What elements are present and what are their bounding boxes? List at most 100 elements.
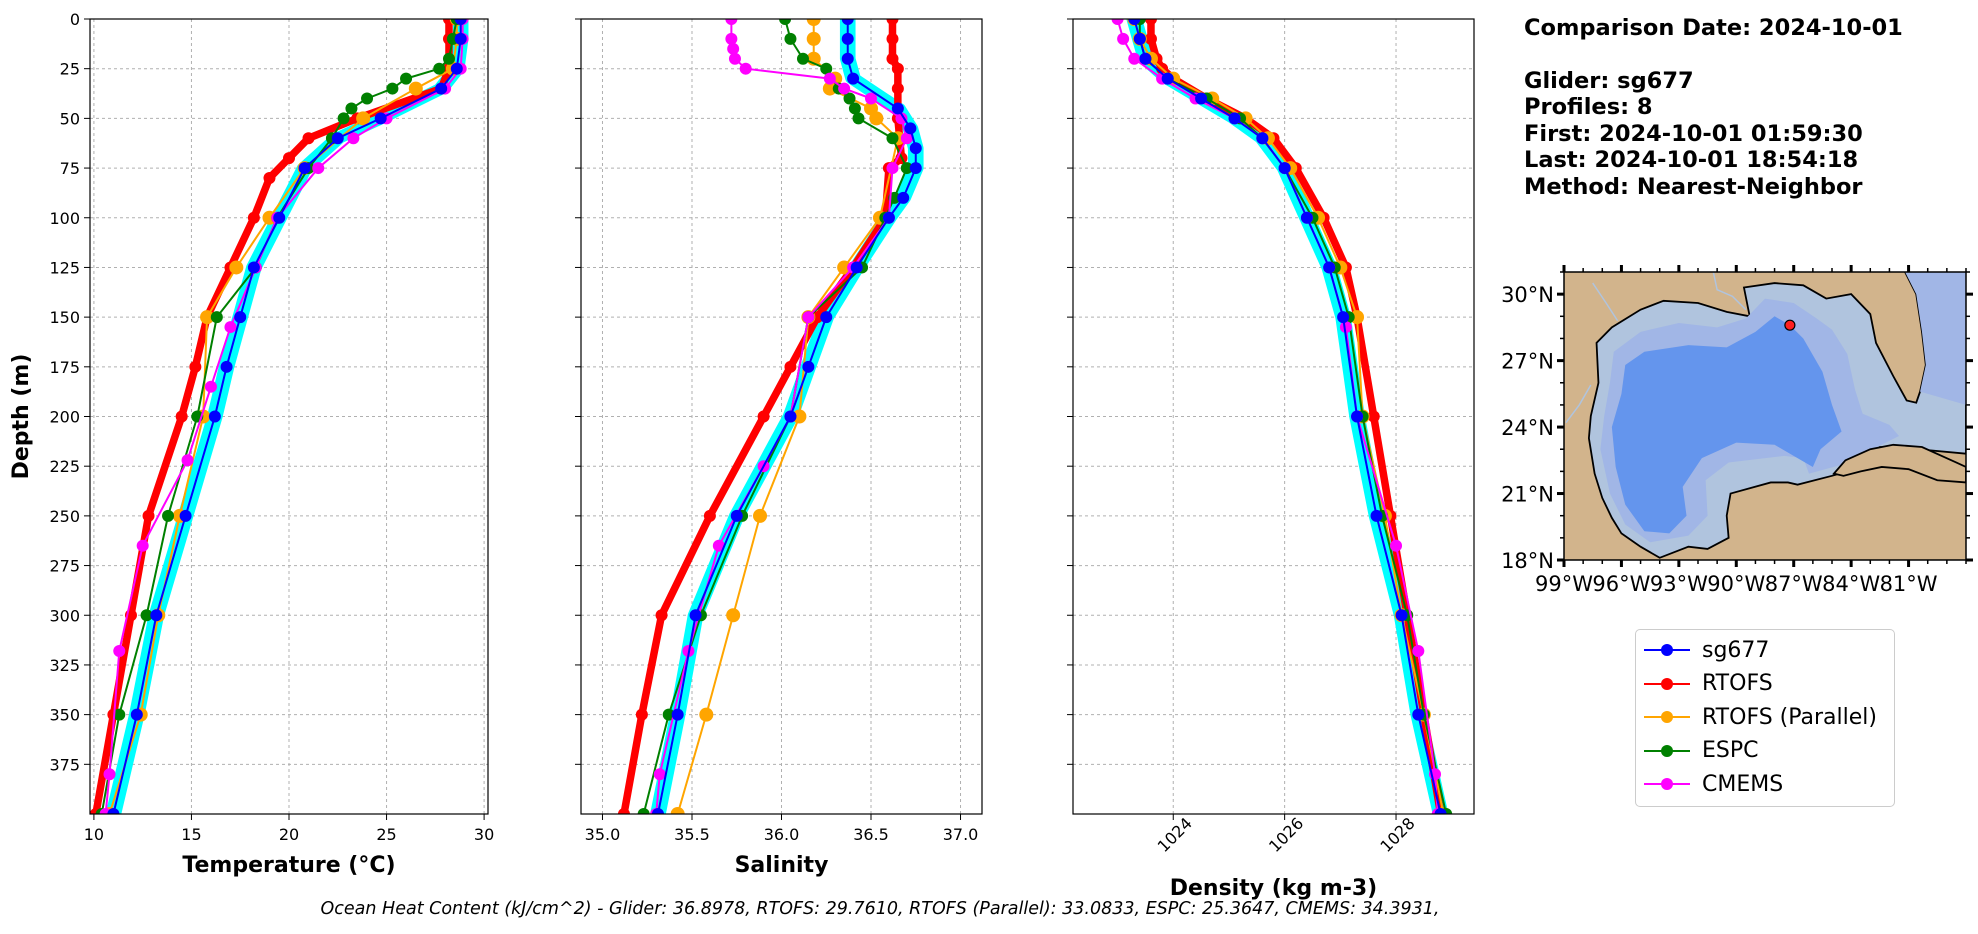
series-point (1300, 211, 1313, 224)
y-tick-label: 275 (49, 557, 80, 576)
y-tick-label: 0 (70, 10, 80, 29)
series-point (1412, 645, 1425, 658)
x-tick-label: 36.5 (853, 825, 889, 844)
ohc-footer: Ocean Heat Content (kJ/cm^2) - Glider: 3… (320, 899, 1440, 919)
series-point (400, 72, 413, 85)
map-area (1564, 272, 1966, 560)
x-axis-label: Temperature (°C) (182, 853, 395, 878)
series-line (1138, 19, 1448, 814)
series-point (671, 708, 684, 721)
series-point (689, 609, 702, 622)
y-tick-label: 125 (49, 258, 80, 277)
map-x-tick-label: 90°W (1707, 572, 1765, 596)
x-tick-label: 1024 (1154, 814, 1196, 856)
series-point (140, 609, 153, 622)
x-tick-label: 30 (474, 825, 494, 844)
series-point (843, 92, 856, 105)
series-point (869, 111, 884, 126)
series-point (435, 82, 448, 95)
map-x-tick-label: 81°W (1880, 572, 1938, 596)
glider-profile-envelope (105, 19, 469, 814)
series-point (208, 410, 221, 423)
series-point (726, 608, 741, 623)
series-point (454, 32, 467, 45)
series-point (617, 808, 630, 814)
series-point (900, 132, 913, 145)
series-point (1111, 19, 1124, 25)
series-point (728, 52, 741, 65)
series-line (112, 19, 462, 814)
series-point (891, 62, 904, 75)
series-point (1323, 261, 1336, 274)
series-point (1144, 19, 1157, 25)
series-point (841, 32, 854, 45)
first-time: First: 2024-10-01 01:59:30 (1524, 121, 1863, 147)
legend-label: ESPC (1702, 738, 1759, 763)
series-point (909, 142, 922, 155)
series-point (802, 360, 815, 373)
series-point (712, 539, 725, 552)
series-point (725, 32, 738, 45)
series-point (886, 132, 899, 145)
y-tick-label: 50 (60, 109, 80, 128)
series-point (1339, 321, 1352, 334)
series-point (1256, 132, 1269, 145)
series-line (1133, 19, 1445, 814)
plot-area (90, 19, 469, 814)
series-point (130, 708, 143, 721)
series-point (730, 509, 743, 522)
series-point (850, 261, 863, 274)
series-point (103, 768, 116, 781)
series-point (1395, 609, 1408, 622)
series-point (806, 19, 821, 26)
series-line (1133, 19, 1442, 814)
series-point (1337, 311, 1350, 324)
legend-item: ESPC (1644, 737, 1759, 765)
series-point (337, 112, 350, 125)
series-point (779, 19, 792, 25)
series-point (302, 132, 315, 145)
series-point (784, 360, 797, 373)
series-point (841, 52, 854, 65)
x-tick-label: 1026 (1265, 814, 1307, 856)
map-x-tick-label: 84°W (1822, 572, 1880, 596)
y-tick-label: 75 (60, 159, 80, 178)
series-point (175, 410, 188, 423)
legend-label: sg677 (1702, 637, 1770, 663)
x-tick-label: 10 (84, 825, 104, 844)
series-point (312, 162, 325, 175)
series-point (852, 112, 865, 125)
map-y-tick-label: 24°N (1501, 416, 1554, 440)
series-point (757, 410, 770, 423)
series-point (796, 52, 809, 65)
plot-area (617, 19, 924, 814)
series-point (408, 81, 423, 96)
series-point (725, 19, 738, 25)
profile-count: Profiles: 8 (1524, 94, 1653, 120)
y-tick-label: 200 (49, 408, 80, 427)
profile-panel-1: 0 25 50 75 100 125 150 175 200 225 250 275 300 325 350… (9, 10, 494, 878)
series-point (1351, 410, 1364, 423)
series-point (1195, 92, 1208, 105)
y-tick-label: 225 (49, 457, 80, 476)
map-y-tick-label: 18°N (1501, 549, 1554, 573)
series-point (635, 708, 648, 721)
legend-item: CMEMS (1644, 770, 1783, 798)
series-point (806, 31, 821, 46)
y-tick-label: 25 (60, 60, 80, 79)
series-point (727, 42, 740, 55)
series-point (1117, 32, 1130, 45)
series-point (107, 808, 120, 814)
series-point (263, 172, 276, 184)
series-point (882, 211, 895, 224)
last-time: Last: 2024-10-01 18:54:18 (1524, 147, 1859, 173)
series-point (283, 152, 295, 165)
x-tick-label: 20 (279, 825, 299, 844)
series-point (1370, 509, 1383, 522)
series-point (142, 509, 155, 522)
series-point (886, 19, 899, 25)
series-point (220, 360, 233, 373)
river (1565, 384, 1592, 424)
x-tick-label: 35.0 (585, 825, 621, 844)
